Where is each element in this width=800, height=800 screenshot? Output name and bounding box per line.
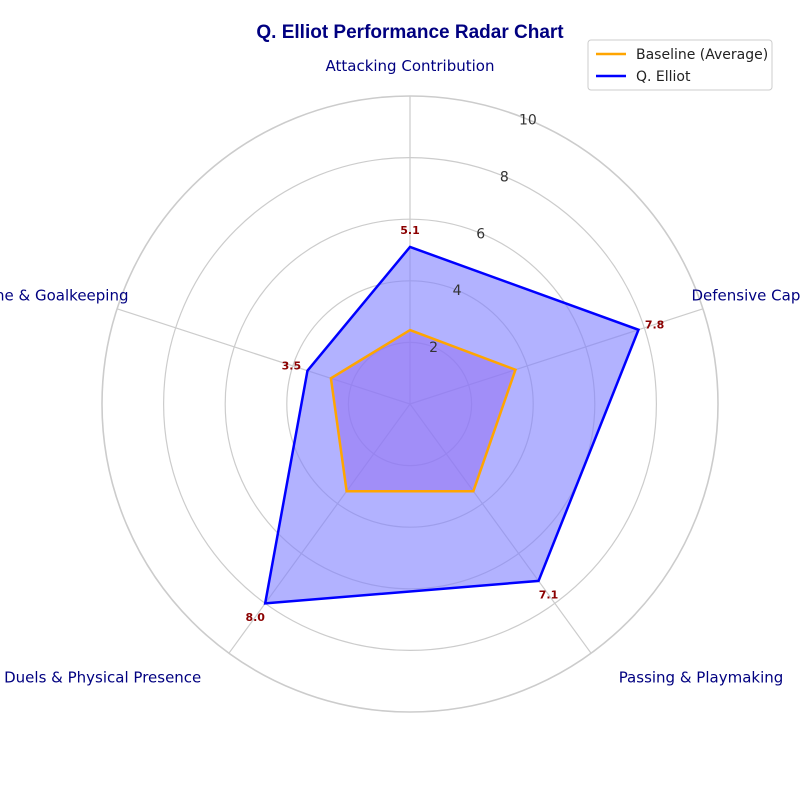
series-fill-q-elliot [265, 246, 639, 604]
radial-tick-label-8: 8 [500, 169, 509, 185]
series-line-q-elliot [263, 245, 641, 605]
value-label-attacking-contribution: 5.1 [400, 224, 420, 237]
radial-tick-label-10: 10 [519, 112, 537, 128]
series-lines [263, 245, 641, 605]
radial-tick-labels: 2 4 6 8 10 [429, 112, 537, 356]
legend: Baseline (Average) Q. Elliot [587, 39, 773, 91]
axis-label-defensive-capability: Defensive Capability [692, 287, 800, 305]
legend-label-elliot: Q. Elliot [636, 69, 691, 85]
value-label-discipline-goalkeeping: 3.5 [282, 360, 302, 373]
axis-label-passing-playmaking: Passing & Playmaking [619, 668, 784, 686]
legend-label-baseline: Baseline (Average) [636, 47, 768, 63]
radial-tick-label-4: 4 [453, 283, 462, 299]
value-labels: 5.1 7.8 7.1 8.0 3.5 [245, 224, 664, 624]
axis-label-duels-physical-presence: Duels & Physical Presence [4, 668, 201, 686]
axis-label-discipline-goalkeeping: Discipline & Goalkeeping [0, 287, 129, 305]
series-line-baseline-average [329, 328, 518, 493]
radial-tick-label-6: 6 [476, 226, 485, 242]
value-label-passing-playmaking: 7.1 [539, 589, 559, 602]
value-label-duels-physical-presence: 8.0 [245, 611, 265, 624]
legend-box [587, 39, 773, 91]
axis-labels: Attacking Contribution Defensive Capabili… [0, 57, 800, 686]
axis-label-attacking-contribution: Attacking Contribution [326, 57, 495, 75]
radial-tick-label-2: 2 [429, 340, 438, 356]
chart-title: Q. Elliot Performance Radar Chart [256, 22, 564, 43]
series-fills [265, 246, 639, 604]
value-label-defensive-capability: 7.8 [645, 319, 665, 332]
